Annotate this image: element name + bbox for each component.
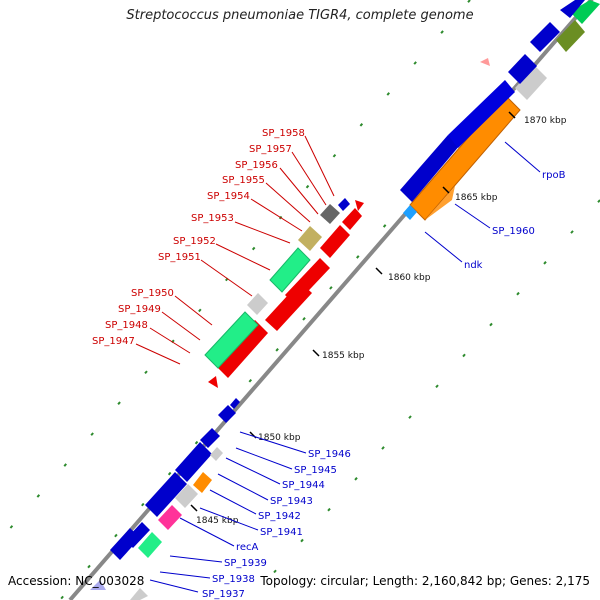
- gene-label: SP_1956: [235, 160, 278, 171]
- gene-lower-blue-tiny: [230, 398, 240, 409]
- gene-lower-blue-1: [218, 405, 236, 423]
- gene-upper-grey: [515, 66, 547, 100]
- gene-label: SP_1939: [224, 558, 267, 569]
- scale-label: 1860 kbp: [388, 273, 431, 283]
- scale-labels: 1845 kbp 1850 kbp 1855 kbp 1860 kbp 1865…: [196, 116, 567, 526]
- gene-lower-grey-2: [210, 447, 223, 461]
- right-top-labels: rpoB SP_1960 ndk: [464, 170, 566, 271]
- gene-grey-mid: [247, 293, 268, 315]
- gene-label: SP_1957: [249, 144, 292, 155]
- gene-label: SP_1948: [105, 320, 148, 331]
- gene-label: SP_1958: [262, 128, 305, 139]
- gene-olive-mid: [298, 226, 322, 251]
- gene-lower-green: [138, 532, 162, 558]
- gene-lower-orange: [193, 472, 212, 493]
- left-labels: SP_1958 SP_1957 SP_1956 SP_1955 SP_1954 …: [92, 128, 305, 347]
- scale-label: 1845 kbp: [196, 516, 239, 526]
- gene-label: rpoB: [542, 170, 566, 181]
- gene-label: SP_1949: [118, 304, 161, 315]
- scale-ticks: [190, 111, 516, 512]
- gene-green-long: [204, 311, 259, 369]
- right-bottom-leaders: [149, 431, 307, 593]
- gene-red-arrow-small: [208, 376, 218, 388]
- right-top-leaders: [424, 141, 541, 263]
- gene-label: SP_1951: [158, 252, 201, 263]
- middle-gene-block: [204, 198, 364, 388]
- gene-upper-blue-4: [560, 0, 585, 18]
- gene-label: SP_1955: [222, 175, 265, 186]
- gene-red-6: [355, 200, 364, 211]
- gene-label: SP_1947: [92, 336, 135, 347]
- gene-label: SP_1952: [173, 236, 216, 247]
- gene-lower-blue-6: [125, 522, 150, 548]
- gene-label: SP_1946: [308, 449, 351, 460]
- gene-label: SP_1942: [258, 511, 301, 522]
- gene-lower-pink: [158, 505, 182, 530]
- gene-upper-pink: [480, 58, 490, 66]
- gene-lower-lavender: [90, 580, 106, 590]
- gene-upper-blue-3: [530, 22, 560, 52]
- gene-lower-grey-1: [175, 484, 198, 508]
- gene-upper-blue-2: [508, 54, 537, 84]
- gene-red-long-1: [215, 320, 268, 378]
- gene-label: SP_1950: [131, 288, 174, 299]
- gene-lower-blue-4: [145, 472, 187, 517]
- scale-label: 1855 kbp: [322, 351, 365, 361]
- gene-label: SP_1937: [202, 589, 245, 600]
- map-title: Streptococcus pneumoniae TIGR4, complete…: [126, 8, 474, 23]
- gene-label: SP_1938: [212, 574, 255, 585]
- gene-ndk-shape: [403, 205, 417, 220]
- gene-label: SP_1945: [294, 465, 337, 476]
- gene-lower-blue-3: [175, 442, 212, 482]
- gene-darkgrey-mid: [320, 204, 340, 224]
- gene-label: SP_1944: [282, 480, 325, 491]
- gene-label: SP_1943: [270, 496, 313, 507]
- left-leaders: [135, 135, 335, 365]
- gene-lower-blue-2: [200, 428, 220, 448]
- scale-label: 1870 kbp: [524, 116, 567, 126]
- gene-green-2: [269, 247, 311, 293]
- gene-label: recA: [236, 542, 259, 553]
- gene-red-4: [320, 225, 350, 258]
- gene-sp1960-shape: [400, 135, 460, 202]
- scale-label: 1850 kbp: [258, 433, 301, 443]
- gene-label: ndk: [464, 260, 483, 271]
- gene-upper-green: [570, 0, 600, 24]
- right-bottom-labels: SP_1946 SP_1945 SP_1944 SP_1943 SP_1942 …: [202, 449, 351, 600]
- gene-red-long-3: [285, 258, 330, 305]
- gene-red-5: [342, 208, 362, 230]
- gene-upper-blue-1: [448, 80, 515, 148]
- gene-label: SP_1954: [207, 191, 250, 202]
- scale-label: 1865 kbp: [455, 193, 498, 203]
- gene-upper-olive: [556, 20, 585, 52]
- topology-label: Topology: circular; Length: 2,160,842 bp…: [260, 574, 590, 588]
- gene-lower-grey-3: [130, 588, 148, 600]
- lower-gene-block: [90, 398, 240, 600]
- gene-label: SP_1953: [191, 213, 234, 224]
- gene-label: SP_1960: [492, 226, 535, 237]
- upper-gene-block: [400, 0, 600, 221]
- accession-label: Accession: NC_003028: [8, 574, 145, 588]
- gene-label: SP_1941: [260, 527, 303, 538]
- gene-blue-tiny-mid: [338, 198, 350, 211]
